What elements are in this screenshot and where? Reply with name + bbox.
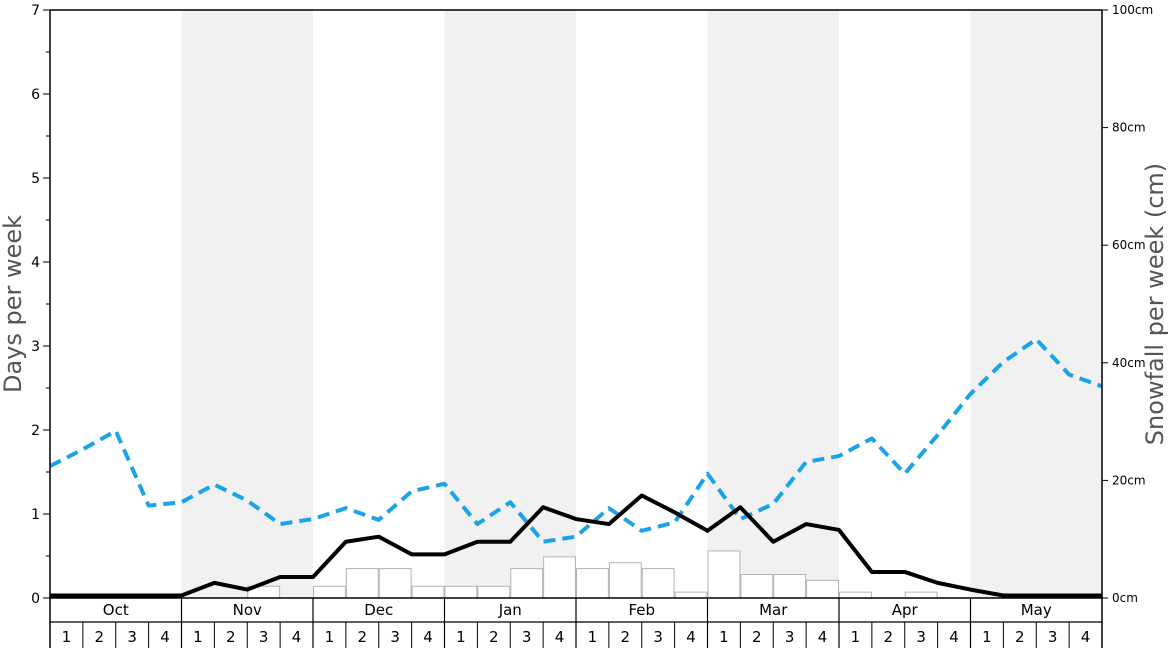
left-tick-label: 2 (31, 423, 40, 439)
week-label: 1 (62, 628, 72, 646)
solid-line (50, 493, 1102, 598)
week-label: 1 (851, 628, 861, 646)
week-label: 2 (489, 628, 499, 646)
left-tick-label: 7 (31, 3, 40, 19)
month-label-mar: Mar (759, 601, 788, 619)
week-label: 2 (621, 628, 631, 646)
snowfall-bar-22 (740, 573, 774, 599)
week-label: 3 (785, 628, 795, 646)
right-tick-label: 0cm (1112, 591, 1138, 605)
snowfall-bar-15 (510, 568, 544, 599)
snowfall-bar-21 (707, 550, 741, 599)
month-band-may (970, 10, 1102, 598)
week-label: 2 (752, 628, 762, 646)
month-label-oct: Oct (103, 601, 129, 619)
week-label: 4 (949, 628, 959, 646)
snowfall-bar-9 (313, 585, 346, 599)
snowfall-bar-25 (839, 591, 872, 599)
week-label: 4 (818, 628, 828, 646)
left-tick-label: 6 (31, 87, 40, 103)
snowfall-bar-17 (576, 568, 609, 599)
snowfall-bar-18 (608, 562, 642, 599)
month-label-nov: Nov (233, 601, 262, 619)
snowfall-bars (247, 550, 938, 599)
week-label: 1 (325, 628, 335, 646)
week-label: 1 (193, 628, 203, 646)
month-label-feb: Feb (628, 601, 655, 619)
right-tick-label: 40cm (1112, 356, 1146, 370)
left-tick-label: 3 (31, 339, 40, 355)
month-bands (181, 10, 1102, 598)
week-label: 4 (555, 628, 565, 646)
left-axis-title: Days per week (0, 215, 27, 393)
snowfall-bar-23 (773, 573, 807, 599)
week-label: 1 (588, 628, 598, 646)
week-label: 1 (456, 628, 466, 646)
snowfall-bar-10 (345, 568, 379, 599)
snowfall-bar-13 (444, 585, 478, 599)
left-tick-label: 0 (31, 591, 40, 607)
week-label: 4 (423, 628, 433, 646)
week-label: 3 (653, 628, 663, 646)
week-label: 3 (916, 628, 926, 646)
week-label: 1 (982, 628, 992, 646)
left-tick-label: 5 (31, 171, 40, 187)
snowfall-bar-24 (806, 579, 839, 599)
snowfall-bar-11 (378, 568, 412, 599)
week-label: 2 (95, 628, 105, 646)
snowfall-bar-20 (674, 591, 708, 599)
week-label: 1 (719, 628, 729, 646)
week-label: 4 (1081, 628, 1091, 646)
snowfall-bar-12 (411, 585, 445, 599)
left-tick-label: 1 (31, 507, 40, 523)
snowfall-bar-14 (477, 585, 511, 599)
week-label: 4 (292, 628, 302, 646)
week-label: 2 (1015, 628, 1025, 646)
right-axis: 0cm 20cm 40cm 60cm 80cm 100cm (1102, 3, 1153, 605)
month-label-may: May (1021, 601, 1052, 619)
week-label: 3 (522, 628, 532, 646)
week-label: 3 (390, 628, 400, 646)
snowfall-bar-27 (904, 591, 938, 599)
month-label-row: Oct Nov Dec Jan Feb Mar Apr May (50, 598, 1102, 648)
data-lines (49, 337, 1103, 598)
snowfall-bar-16 (543, 556, 576, 599)
week-label: 3 (127, 628, 137, 646)
right-axis-title: Snowfall per week (cm) (1141, 163, 1168, 445)
right-tick-label: 100cm (1112, 3, 1153, 17)
right-tick-label: 60cm (1112, 238, 1146, 252)
week-label-row: 1 2 3 4 1 2 3 4 1 2 3 4 1 2 3 4 1 2 3 4 1 2 3 4 1 2 3 4 1 2 3 4 (62, 622, 1091, 648)
left-tick-label: 4 (31, 255, 40, 271)
dashed-line (49, 337, 1103, 544)
right-tick-label: 80cm (1112, 121, 1146, 135)
month-band-nov (181, 10, 313, 598)
week-label: 2 (226, 628, 236, 646)
snowfall-bar-19 (641, 568, 675, 599)
month-label-dec: Dec (364, 601, 393, 619)
week-label: 2 (884, 628, 894, 646)
month-band-jan (444, 10, 576, 598)
right-tick-label: 20cm (1112, 473, 1146, 487)
week-label: 3 (1048, 628, 1058, 646)
left-axis: 0 1 2 3 4 5 6 7 (31, 3, 50, 607)
week-label: 2 (358, 628, 368, 646)
month-label-apr: Apr (892, 601, 919, 619)
month-band-mar (707, 10, 839, 598)
week-label: 3 (259, 628, 269, 646)
month-label-jan: Jan (498, 601, 522, 619)
week-label: 4 (686, 628, 696, 646)
week-label: 4 (160, 628, 170, 646)
